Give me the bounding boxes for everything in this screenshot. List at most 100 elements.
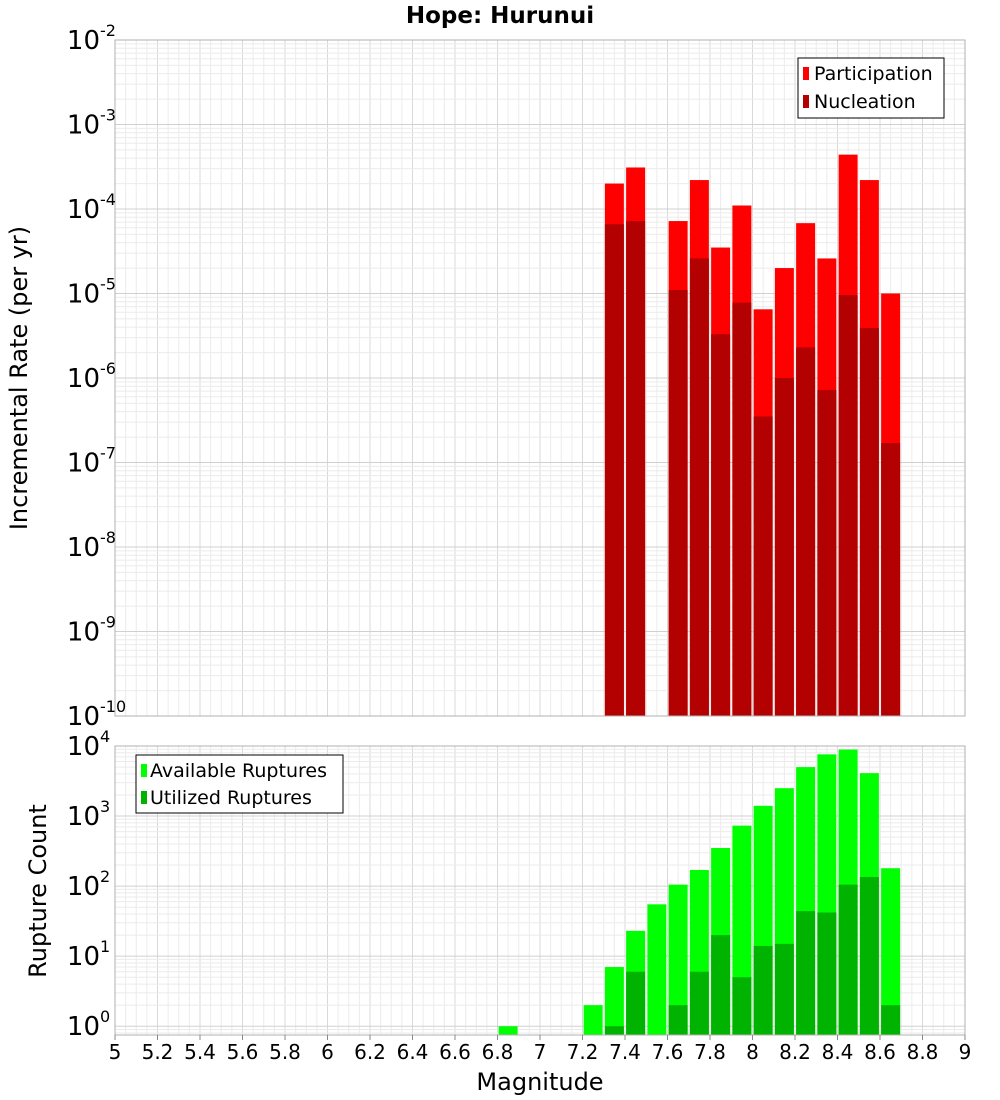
- rate-y-tick-exponent: -2: [100, 21, 116, 40]
- rate-y-tick: 10 -8: [67, 528, 116, 563]
- nucleation-bar: [626, 221, 646, 716]
- nucleation-bar: [732, 302, 752, 716]
- utilized-ruptures-bar: [732, 977, 752, 1035]
- rate-y-tick: 10 -10: [67, 697, 126, 732]
- rate-y-tick: 10 -5: [67, 275, 116, 310]
- count-y-tick: 10 0: [67, 1007, 110, 1042]
- rate-y-tick-exponent: -3: [100, 106, 116, 125]
- rate-y-tick-base: 10: [67, 280, 100, 310]
- rate-y-tick-exponent: -4: [100, 190, 116, 209]
- nucleation-bar: [668, 290, 688, 716]
- available-ruptures-bar: [583, 1005, 603, 1035]
- rate-legend: Participation Nucleation: [797, 57, 945, 119]
- count-y-tick-base: 10: [67, 732, 100, 762]
- x-tick-label: 5.8: [269, 1040, 301, 1064]
- nucleation-bar: [753, 416, 773, 716]
- utilized-legend-swatch: [141, 791, 147, 804]
- nucleation-bar: [859, 328, 879, 716]
- count-y-tick-exponent: 4: [100, 727, 110, 746]
- participation-legend-swatch: [803, 67, 809, 80]
- x-tick-label: 8.8: [907, 1040, 939, 1064]
- utilized-ruptures-bar: [817, 912, 837, 1035]
- available-ruptures-bar: [498, 1026, 518, 1035]
- utilized-ruptures-bar: [668, 1005, 688, 1035]
- utilized-ruptures-bar: [753, 945, 773, 1035]
- utilized-ruptures-bar: [626, 971, 646, 1035]
- nucleation-bar: [838, 294, 858, 716]
- x-tick-label: 7.8: [694, 1040, 726, 1064]
- rate-y-tick-exponent: -7: [100, 444, 116, 463]
- x-tick-label: 8: [746, 1040, 759, 1064]
- utilized-ruptures-bar: [689, 971, 709, 1035]
- rate-y-axis-label: Incremental Rate (per yr): [5, 226, 33, 530]
- count-y-tick-exponent: 2: [100, 867, 110, 886]
- x-tick-label: 6.2: [354, 1040, 386, 1064]
- rate-y-tick: 10 -3: [67, 106, 116, 141]
- x-tick-label: 6: [321, 1040, 334, 1064]
- utilized-ruptures-bar: [881, 1005, 901, 1035]
- rate-y-tick: 10 -9: [67, 613, 116, 648]
- rate-y-tick-base: 10: [67, 111, 100, 141]
- count-y-tick-exponent: 3: [100, 797, 110, 816]
- count-y-tick-base: 10: [67, 1012, 100, 1042]
- rate-y-tick-base: 10: [67, 26, 100, 56]
- nucleation-bar: [689, 258, 709, 716]
- available-ruptures-bar: [647, 904, 667, 1035]
- utilized-legend-label: Utilized Ruptures: [150, 787, 312, 809]
- available-ruptures-bar: [881, 868, 901, 1035]
- utilized-ruptures-bar: [859, 876, 879, 1035]
- rate-y-tick-base: 10: [67, 618, 100, 648]
- rate-plot-frame: [114, 39, 966, 717]
- x-tick-label: 6.6: [439, 1040, 471, 1064]
- x-axis-label: Magnitude: [476, 1068, 603, 1096]
- count-plot-bars: [498, 749, 901, 1035]
- x-tick-label: 8.2: [779, 1040, 811, 1064]
- x-tick-label: 6.8: [482, 1040, 514, 1064]
- available-ruptures-bar: [668, 884, 688, 1035]
- rate-y-tick-exponent: -6: [100, 359, 116, 378]
- rate-plot-grid: [114, 39, 966, 717]
- participation-legend-label: Participation: [814, 63, 933, 85]
- x-tick-label: 5.4: [184, 1040, 216, 1064]
- available-legend-swatch: [141, 764, 147, 777]
- count-legend-box: [135, 754, 344, 814]
- count-y-tick: 10 4: [67, 727, 110, 762]
- rate-y-tick-base: 10: [67, 449, 100, 479]
- count-y-tick-exponent: 1: [100, 937, 110, 956]
- count-y-tick-base: 10: [67, 942, 100, 972]
- count-y-tick: 10 3: [67, 797, 110, 832]
- nucleation-bar: [817, 390, 837, 716]
- utilized-ruptures-bar: [604, 1026, 624, 1035]
- rate-plot-bars: [604, 154, 901, 717]
- count-y-tick: 10 1: [67, 937, 110, 972]
- chart-title: Hope: Hurunui: [406, 3, 594, 29]
- x-tick-label: 7.6: [652, 1040, 684, 1064]
- available-legend-label: Available Ruptures: [150, 760, 327, 782]
- rate-y-tick: 10 -6: [67, 359, 116, 394]
- nucleation-bar: [881, 443, 901, 716]
- rate-y-tick-exponent: -5: [100, 275, 116, 294]
- x-tick-label: 8.6: [864, 1040, 896, 1064]
- x-tick-label: 8.4: [822, 1040, 854, 1064]
- rate-y-tick: 10 -4: [67, 190, 116, 225]
- count-y-axis-label: Rupture Count: [24, 804, 52, 978]
- x-tick-label: 6.4: [397, 1040, 429, 1064]
- x-tick-label: 7: [534, 1040, 547, 1064]
- utilized-ruptures-bar: [796, 911, 816, 1035]
- nucleation-bar: [796, 347, 816, 716]
- count-plot-x-ticks: 5 5.2 5.4 5.6 5.8 6 6.2 6.4 6.6 6.8 7 7.2 7.4 7.6 7.8 8…: [109, 1035, 972, 1064]
- x-tick-label: 9: [959, 1040, 972, 1064]
- rate-legend-box: [797, 57, 945, 119]
- count-y-tick-exponent: 0: [100, 1007, 110, 1026]
- utilized-ruptures-bar: [711, 935, 731, 1035]
- available-ruptures-bar: [604, 967, 624, 1035]
- rate-y-tick-base: 10: [67, 533, 100, 563]
- nucleation-bar: [774, 378, 794, 716]
- rate-y-tick: 10 -7: [67, 444, 116, 479]
